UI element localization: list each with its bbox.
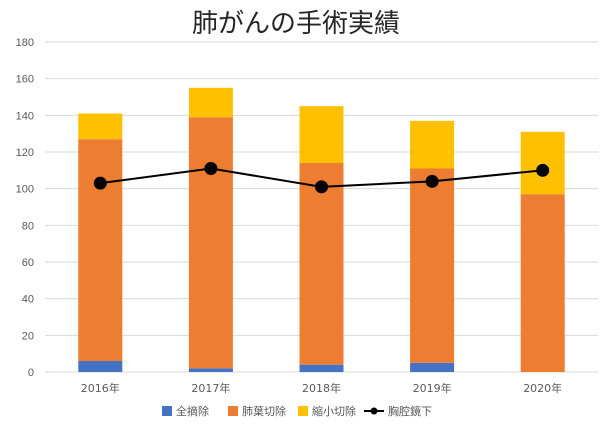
y-axis-ticks: 0 20 40 60 80 100 120 140 160 180 <box>16 37 34 379</box>
y-tick-label: 160 <box>16 74 34 86</box>
y-tick-label: 180 <box>16 37 34 49</box>
y-tick-label: 100 <box>16 184 34 196</box>
x-axis-ticks: 2016年 2017年 2018年 2019年 2020年 <box>81 381 562 395</box>
y-tick-label: 80 <box>22 220 34 232</box>
line-point <box>315 180 328 194</box>
bars <box>78 87 565 372</box>
bar-segment <box>410 362 455 372</box>
bar-segment <box>299 106 344 163</box>
line-point <box>536 163 550 177</box>
legend-item: 縮小切除 <box>298 404 356 418</box>
legend-marker <box>370 407 378 415</box>
line-series <box>93 162 550 194</box>
line-point <box>93 176 107 190</box>
bar-segment <box>299 364 344 372</box>
bar-segment <box>188 368 233 372</box>
legend-label: 全摘除 <box>176 404 209 418</box>
legend-label: 縮小切除 <box>312 404 356 418</box>
x-tick-label: 2019年 <box>413 381 452 395</box>
legend-item: 胸腔鏡下 <box>364 404 432 418</box>
line-point <box>204 162 218 175</box>
x-tick-label: 2016年 <box>81 381 120 395</box>
bar-segment <box>78 361 123 372</box>
bar-segment <box>520 131 565 195</box>
y-tick-label: 40 <box>22 294 34 306</box>
legend-item: 全摘除 <box>162 404 209 418</box>
y-tick-label: 0 <box>28 367 34 379</box>
line-point <box>425 174 439 188</box>
bar-segment <box>188 117 233 369</box>
bar-segment <box>410 120 455 169</box>
y-tick-label: 20 <box>22 330 34 342</box>
legend-label: 胸腔鏡下 <box>388 404 432 418</box>
bar-segment <box>78 113 123 140</box>
legend-label: 肺葉切除 <box>242 404 286 418</box>
bar-segment <box>410 168 455 363</box>
legend-item: 肺葉切除 <box>228 404 286 418</box>
chart-title: 肺がんの手術実績 <box>192 9 400 39</box>
bar-segment <box>299 163 344 365</box>
legend-swatch <box>162 406 172 416</box>
legend-swatch <box>298 406 308 416</box>
x-tick-label: 2018年 <box>302 381 341 395</box>
y-tick-label: 60 <box>22 257 34 269</box>
x-tick-label: 2017年 <box>191 381 230 395</box>
y-tick-label: 120 <box>16 147 34 159</box>
y-tick-label: 140 <box>16 110 34 122</box>
x-tick-label: 2020年 <box>523 381 562 395</box>
legend-swatch <box>228 406 238 416</box>
bar-segment <box>78 139 123 361</box>
bar-segment <box>188 87 233 118</box>
bar-segment <box>520 194 565 372</box>
legend: 全摘除 肺葉切除 縮小切除 胸腔鏡下 <box>162 404 432 418</box>
